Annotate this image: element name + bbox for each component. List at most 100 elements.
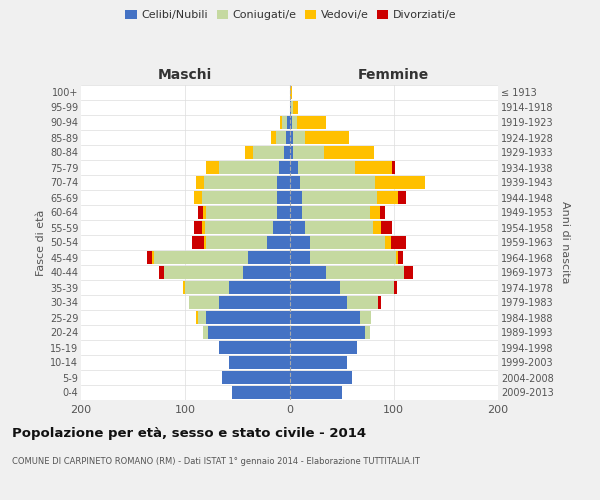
Bar bbox=[253, 146, 284, 158]
Bar bbox=[271, 132, 276, 143]
Bar bbox=[229, 356, 290, 368]
Bar bbox=[290, 206, 302, 218]
Bar bbox=[287, 116, 290, 128]
Bar bbox=[202, 192, 277, 203]
Bar bbox=[293, 146, 324, 158]
Bar bbox=[279, 162, 290, 173]
Bar bbox=[391, 236, 406, 248]
Bar bbox=[404, 266, 413, 278]
Bar bbox=[146, 252, 152, 264]
Bar bbox=[290, 86, 292, 99]
Bar bbox=[290, 132, 293, 143]
Bar bbox=[191, 236, 204, 248]
Bar bbox=[290, 192, 302, 203]
Bar bbox=[194, 222, 202, 234]
Bar bbox=[218, 162, 279, 173]
Text: Popolazione per età, sesso e stato civile - 2014: Popolazione per età, sesso e stato civil… bbox=[12, 428, 366, 440]
Bar bbox=[218, 296, 290, 308]
Bar bbox=[159, 266, 164, 278]
Bar bbox=[286, 132, 290, 143]
Bar bbox=[394, 282, 397, 294]
Bar bbox=[183, 282, 185, 294]
Text: Femmine: Femmine bbox=[358, 68, 430, 82]
Bar bbox=[290, 372, 352, 384]
Bar bbox=[378, 296, 381, 308]
Bar bbox=[245, 146, 253, 158]
Bar bbox=[284, 146, 290, 158]
Bar bbox=[282, 116, 287, 128]
Bar bbox=[222, 372, 290, 384]
Bar bbox=[229, 282, 290, 294]
Bar bbox=[297, 116, 326, 128]
Bar bbox=[202, 222, 205, 234]
Bar bbox=[361, 312, 371, 324]
Bar bbox=[398, 252, 403, 264]
Bar bbox=[302, 206, 370, 218]
Bar bbox=[290, 296, 347, 308]
Bar bbox=[302, 192, 377, 203]
Bar bbox=[164, 266, 242, 278]
Bar bbox=[305, 222, 373, 234]
Bar bbox=[154, 252, 248, 264]
Bar bbox=[206, 236, 266, 248]
Bar bbox=[300, 176, 375, 188]
Y-axis label: Fasce di età: Fasce di età bbox=[35, 210, 46, 276]
Bar bbox=[380, 206, 385, 218]
Bar bbox=[290, 282, 340, 294]
Bar bbox=[196, 176, 204, 188]
Bar bbox=[290, 386, 341, 398]
Bar bbox=[206, 312, 290, 324]
Bar bbox=[218, 342, 290, 353]
Bar bbox=[242, 266, 290, 278]
Y-axis label: Anni di nascita: Anni di nascita bbox=[560, 201, 570, 284]
Bar bbox=[347, 296, 378, 308]
Bar bbox=[196, 312, 198, 324]
Bar bbox=[205, 222, 273, 234]
Bar bbox=[152, 252, 154, 264]
Bar bbox=[266, 236, 290, 248]
Bar bbox=[194, 192, 202, 203]
Bar bbox=[203, 326, 208, 338]
Bar bbox=[396, 252, 398, 264]
Bar bbox=[392, 162, 395, 173]
Bar bbox=[365, 326, 370, 338]
Bar bbox=[373, 222, 381, 234]
Text: Maschi: Maschi bbox=[158, 68, 212, 82]
Bar bbox=[277, 206, 290, 218]
Bar bbox=[293, 132, 305, 143]
Bar bbox=[290, 162, 298, 173]
Bar bbox=[305, 132, 349, 143]
Bar bbox=[292, 116, 297, 128]
Bar bbox=[206, 206, 277, 218]
Text: COMUNE DI CARPINETO ROMANO (RM) - Dati ISTAT 1° gennaio 2014 - Elaborazione TUTT: COMUNE DI CARPINETO ROMANO (RM) - Dati I… bbox=[12, 458, 420, 466]
Bar bbox=[277, 176, 290, 188]
Bar bbox=[290, 222, 305, 234]
Bar bbox=[324, 146, 374, 158]
Bar bbox=[398, 192, 406, 203]
Bar bbox=[198, 312, 206, 324]
Bar bbox=[208, 326, 290, 338]
Bar bbox=[277, 192, 290, 203]
Bar bbox=[290, 236, 310, 248]
Bar bbox=[290, 116, 292, 128]
Bar bbox=[290, 312, 361, 324]
Bar bbox=[276, 132, 286, 143]
Bar bbox=[290, 102, 293, 114]
Bar bbox=[310, 236, 385, 248]
Bar bbox=[198, 206, 203, 218]
Bar bbox=[293, 102, 298, 114]
Bar bbox=[204, 236, 206, 248]
Bar bbox=[290, 342, 357, 353]
Bar bbox=[280, 116, 282, 128]
Bar bbox=[310, 252, 396, 264]
Legend: Celibi/Nubili, Coniugati/e, Vedovi/e, Divorziati/e: Celibi/Nubili, Coniugati/e, Vedovi/e, Di… bbox=[121, 6, 461, 25]
Bar bbox=[248, 252, 290, 264]
Bar bbox=[290, 326, 365, 338]
Bar bbox=[290, 146, 293, 158]
Bar bbox=[290, 356, 347, 368]
Bar bbox=[355, 162, 392, 173]
Bar bbox=[290, 266, 326, 278]
Bar bbox=[273, 222, 290, 234]
Bar bbox=[203, 206, 206, 218]
Bar bbox=[298, 162, 355, 173]
